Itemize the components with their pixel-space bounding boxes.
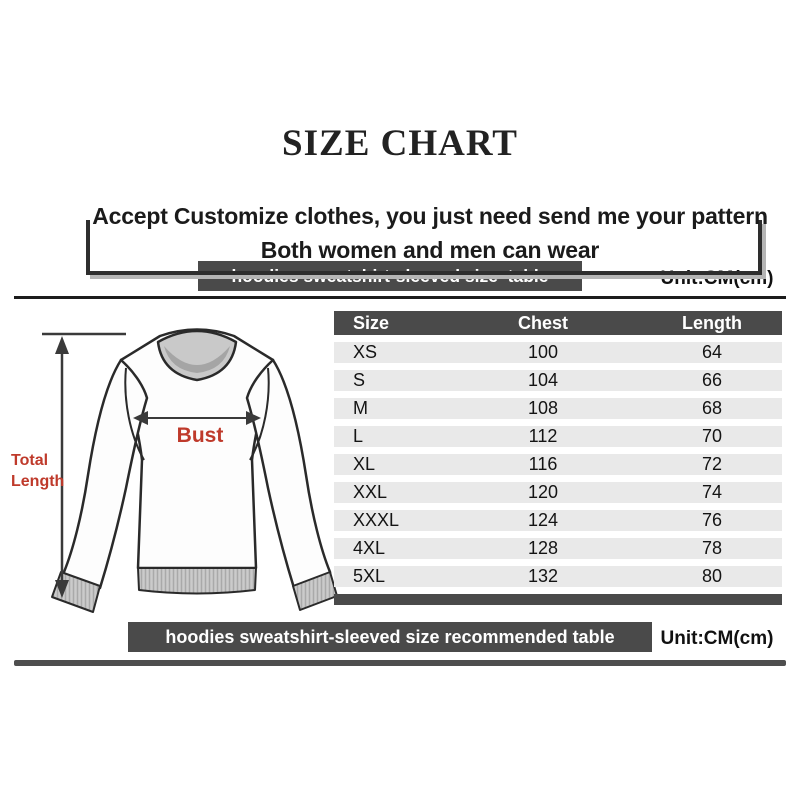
collar	[156, 329, 238, 382]
cell-length: 72	[701, 454, 723, 474]
cell-size: 4XL	[353, 538, 386, 558]
cell-length: 80	[701, 566, 723, 586]
hem-band	[137, 567, 257, 595]
cell-size: L	[353, 426, 364, 446]
table-row: 5XL 132 80	[334, 566, 782, 587]
size-table: Size Chest Length XS 100 64 S 104 66 M 1…	[334, 311, 782, 605]
column-header-size: Size	[353, 312, 390, 333]
cell-chest: 120	[527, 482, 559, 502]
cell-chest: 124	[527, 510, 559, 530]
notice-bracket	[86, 220, 762, 275]
left-sleeve	[62, 358, 149, 590]
column-header-length: Length	[682, 312, 742, 333]
cell-length: 66	[701, 370, 723, 390]
bust-arrowhead-right	[246, 411, 261, 425]
cell-size: M	[353, 398, 368, 418]
divider-line-bottom	[14, 660, 786, 666]
table-header-row: Size Chest Length	[334, 311, 782, 335]
total-length-arrowhead-bottom	[55, 580, 69, 598]
right-sleeve	[245, 358, 332, 590]
table-row: M 108 68	[334, 398, 782, 419]
cell-chest: 132	[527, 566, 559, 586]
cell-size: XXL	[353, 482, 388, 502]
cell-size: XL	[353, 454, 376, 474]
unit-label-bottom: Unit:CM(cm)	[660, 628, 774, 649]
collar-inner-shadow	[164, 346, 230, 373]
notice-text: Accept Customize clothes, you just need …	[60, 199, 800, 267]
sweatshirt-illustration	[42, 328, 338, 613]
table-row: XS 100 64	[334, 342, 782, 363]
total-length-arrowhead-top	[55, 336, 69, 354]
cell-length: 70	[701, 426, 723, 446]
cell-chest: 108	[527, 398, 559, 418]
table-row: 4XL 128 78	[334, 538, 782, 559]
table-row: S 104 66	[334, 370, 782, 391]
table-row: XL 116 72	[334, 454, 782, 475]
divider-line-top	[14, 296, 786, 299]
cell-length: 78	[701, 538, 723, 558]
notice-line-2: Both women and men can wear	[260, 237, 600, 263]
total-length-label: Total Length	[11, 452, 65, 490]
cell-length: 76	[701, 510, 723, 530]
bust-label: Bust	[176, 424, 224, 447]
cell-length: 64	[701, 342, 723, 362]
recommended-table-banner: hoodies sweatshirt-sleeved size recommen…	[128, 622, 652, 652]
bust-arrowhead-left	[133, 411, 148, 425]
cell-size: 5XL	[353, 566, 386, 586]
cell-size: XS	[353, 342, 378, 362]
table-row: XXL 120 74	[334, 482, 782, 503]
notice-line-1: Accept Customize clothes, you just need …	[92, 203, 768, 229]
cell-length: 68	[701, 398, 723, 418]
right-armhole-seam	[249, 367, 270, 461]
cell-chest: 112	[528, 426, 558, 446]
page-title: SIZE CHART	[282, 123, 518, 164]
right-cuff	[292, 571, 338, 611]
table-footer-bar	[334, 594, 782, 605]
cell-chest: 100	[527, 342, 559, 362]
table-row: XXXL 124 76	[334, 510, 782, 531]
cell-size: XXXL	[353, 510, 400, 530]
column-header-chest: Chest	[517, 312, 568, 333]
cell-chest: 116	[528, 454, 558, 474]
cell-length: 74	[701, 482, 723, 502]
cell-chest: 104	[527, 370, 559, 390]
cell-size: S	[353, 370, 366, 390]
left-armhole-seam	[124, 367, 145, 461]
cell-chest: 128	[527, 538, 559, 558]
size-table-banner: hoodies sweatshirt-sleeved size table	[198, 261, 582, 291]
table-row: L 112 70	[334, 426, 782, 447]
